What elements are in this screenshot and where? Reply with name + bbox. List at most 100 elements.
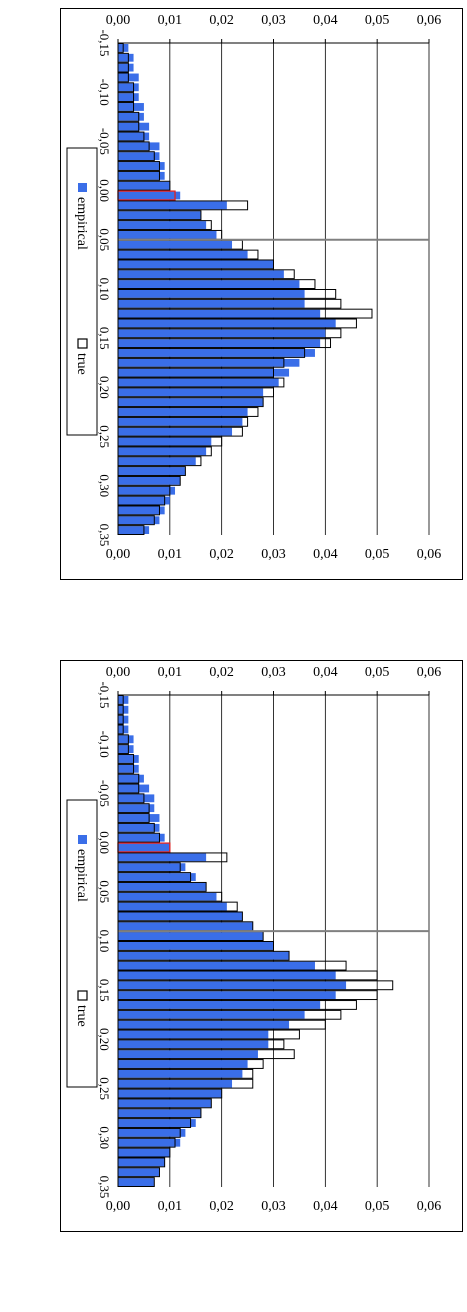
x-tick-label: 0,30 xyxy=(97,1126,112,1149)
bar-empirical xyxy=(118,339,321,348)
y-tick-label-right: 0,01 xyxy=(158,547,183,562)
legend: empirical true xyxy=(66,147,98,436)
bar-empirical xyxy=(118,181,170,190)
y-tick-label-right: 0,06 xyxy=(417,1199,442,1214)
bar-empirical xyxy=(118,290,305,298)
x-tick-label: 0,15 xyxy=(97,979,112,1002)
bar-empirical xyxy=(118,981,347,990)
bar-empirical xyxy=(118,991,336,1000)
bar-empirical xyxy=(117,417,243,426)
x-tick-label: 0,20 xyxy=(97,376,112,399)
y-tick-label-left: 0,05 xyxy=(365,665,390,680)
y-tick-label-left: 0,04 xyxy=(313,665,338,680)
bar-empirical xyxy=(118,358,300,367)
bar-empirical xyxy=(118,516,160,525)
bar-empirical xyxy=(118,1148,170,1157)
bar-empirical xyxy=(118,329,326,338)
y-tick-label-right: 0,06 xyxy=(417,547,442,562)
legend-box xyxy=(66,799,98,1088)
bar-empirical xyxy=(118,142,160,151)
x-tick-label: 0,20 xyxy=(97,1028,112,1051)
bar-empirical xyxy=(118,368,290,377)
bar-empirical xyxy=(118,1030,269,1039)
x-tick-label: -0,15 xyxy=(97,681,112,708)
y-tick-label-right: 0,02 xyxy=(209,547,234,562)
bar-empirical xyxy=(118,309,321,318)
bar-empirical xyxy=(118,1010,305,1019)
bar-empirical xyxy=(118,873,196,881)
y-tick-label-right: 0,04 xyxy=(313,547,338,562)
bar-empirical xyxy=(118,1168,160,1177)
bar-empirical xyxy=(118,388,264,397)
bar-empirical xyxy=(118,93,139,102)
bar-empirical xyxy=(118,1001,321,1009)
bar-empirical xyxy=(117,774,144,783)
legend-swatch-empirical xyxy=(78,835,87,844)
x-tick-label: 0,05 xyxy=(97,880,112,903)
x-tick-label: 0,25 xyxy=(97,1077,112,1100)
bar-empirical xyxy=(117,486,176,495)
bar-empirical xyxy=(117,171,165,180)
bar-empirical xyxy=(118,1099,212,1108)
bar-empirical xyxy=(118,1089,222,1098)
y-tick-label-left: 0,03 xyxy=(261,665,286,680)
y-tick-label-right: 0,05 xyxy=(365,1199,390,1214)
y-tick-label-left: 0,05 xyxy=(365,13,390,28)
bar-empirical xyxy=(118,1020,290,1029)
x-tick-label: 0,35 xyxy=(97,524,112,547)
y-tick-label-right: 0,04 xyxy=(313,1199,338,1214)
bar-empirical xyxy=(118,447,207,456)
y-tick-label-left: 0,02 xyxy=(209,665,234,680)
bar-empirical xyxy=(118,250,248,259)
bar-empirical xyxy=(118,1128,186,1137)
chart-panel-1: 0,00 0,01 0,02 0,03 0,04 0,05 0,06 0,00 0,01 0,02… xyxy=(60,660,463,1232)
bar-empirical xyxy=(117,112,144,121)
bar-empirical xyxy=(118,457,196,466)
y-tick-label-left: 0,06 xyxy=(417,13,442,28)
bar-empirical xyxy=(118,823,160,832)
x-tick-label: 0,30 xyxy=(97,474,112,497)
x-tick-label: 0,35 xyxy=(97,1176,112,1199)
x-tick-label: -0,10 xyxy=(97,79,112,106)
legend-swatch-empirical xyxy=(78,183,87,192)
x-tick-label: 0,10 xyxy=(97,278,112,301)
y-tick-label-right: 0,03 xyxy=(261,1199,286,1214)
bar-empirical xyxy=(118,755,139,763)
bar-empirical xyxy=(118,191,181,200)
legend: empirical true xyxy=(66,799,98,1088)
bar-empirical xyxy=(118,814,160,822)
chart-panel-2: 0,00 0,01 0,02 0,03 0,04 0,05 0,06 0,00 0,01 0,02… xyxy=(60,8,463,580)
x-tick-label: 0,15 xyxy=(97,327,112,350)
x-tick-label: 0,00 xyxy=(97,179,112,202)
bar-empirical xyxy=(118,971,336,980)
bar-empirical xyxy=(118,496,170,505)
legend-label-empirical: empirical xyxy=(74,849,89,902)
bar-empirical xyxy=(118,221,207,229)
bar-empirical xyxy=(118,230,217,239)
legend-swatch-true xyxy=(77,338,88,349)
legend-label-true: true xyxy=(74,1005,89,1027)
y-tick-label-left: 0,01 xyxy=(158,13,183,28)
bar-empirical xyxy=(117,162,165,170)
bar-empirical xyxy=(118,132,150,141)
y-tick-label-right: 0,03 xyxy=(261,547,286,562)
bar-empirical xyxy=(117,1158,165,1167)
bar-empirical xyxy=(118,1079,233,1088)
bar-empirical xyxy=(118,201,227,210)
y-tick-label-right: 0,00 xyxy=(106,1199,131,1214)
legend-box xyxy=(66,147,98,436)
bar-empirical xyxy=(117,804,155,813)
bar-empirical xyxy=(118,1050,258,1059)
bar-empirical xyxy=(118,152,160,161)
x-tick-label: -0,10 xyxy=(97,731,112,758)
x-tick-label: 0,25 xyxy=(97,425,112,448)
bar-empirical xyxy=(118,260,274,269)
bar-empirical xyxy=(117,211,201,220)
bar-empirical xyxy=(117,1069,243,1078)
bar-empirical xyxy=(118,764,139,773)
legend-label-empirical: empirical xyxy=(74,197,89,250)
bar-empirical xyxy=(118,1138,181,1147)
bar-empirical xyxy=(117,745,134,754)
